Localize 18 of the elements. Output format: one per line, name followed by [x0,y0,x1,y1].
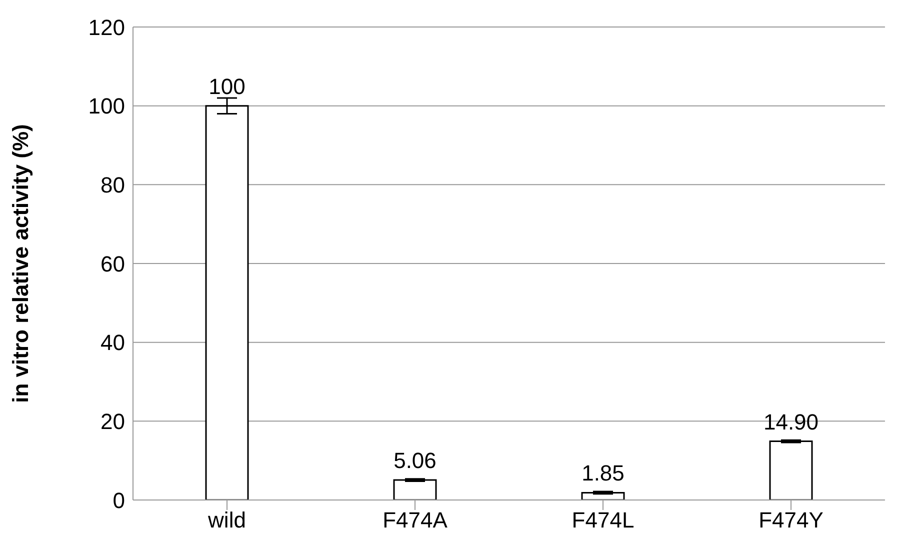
y-tick-label: 80 [100,172,125,198]
data-label: 1.85 [582,460,624,486]
data-label: 14.90 [763,409,819,434]
y-tick-label: 20 [100,408,125,434]
y-tick-label: 40 [100,330,125,356]
x-tick-label: wild [207,508,246,533]
y-axis-title: in vitro relative activity (%) [8,124,33,403]
x-tick-label: F474Y [758,508,824,533]
y-tick-label: 100 [88,94,125,119]
x-tick-label: F474A [382,508,448,533]
y-tick-label: 0 [112,488,125,513]
y-tick-label: 120 [88,14,125,40]
data-label: 100 [208,74,246,99]
bar [393,479,437,500]
data-label: 5.06 [394,448,436,474]
y-tick-label: 60 [100,251,125,276]
x-tick-label: F474L [572,508,634,533]
bar [769,440,813,500]
